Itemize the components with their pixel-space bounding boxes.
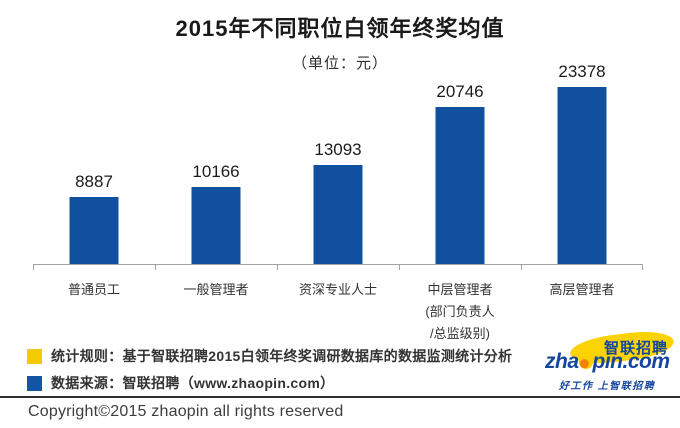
- bar: [313, 165, 363, 264]
- bar: [435, 107, 485, 264]
- legend-row: 统计规则：基于智联招聘2015白领年终奖调研数据库的数据监测统计分析: [27, 346, 512, 366]
- axis-tick: [155, 265, 156, 270]
- logo-dot-icon: [578, 355, 593, 369]
- x-axis-label: 一般管理者: [183, 282, 249, 297]
- x-axis-labels: 普通员工 一般管理者 资深专业人士 中层管理者 (部门负责人 /总监级别) 高层管理者: [33, 279, 643, 345]
- bar-cell: 13093: [277, 70, 399, 264]
- footer-divider: [0, 396, 680, 398]
- logo-brand-en-prefix: zha: [545, 350, 579, 373]
- x-axis-label: 中层管理者 (部门负责人 /总监级别): [425, 282, 495, 342]
- bar-value-label: 10166: [192, 162, 240, 181]
- x-axis-ticks: [33, 265, 643, 271]
- bar: [557, 87, 607, 264]
- bar-value-label: 20746: [436, 82, 484, 101]
- legend-label: 数据来源：智联招聘（www.zhaopin.com）: [51, 375, 335, 391]
- legend-swatch: [27, 375, 42, 391]
- bar: [69, 197, 119, 264]
- axis-tick: [33, 265, 34, 270]
- bar-chart: 8887 10166 13093 20746 23378 普通员工 一般管理者 资深专业人士…: [33, 62, 643, 345]
- zhaopin-logo: 智联招聘 zha pin.com 好工作 上智联招聘: [543, 327, 676, 393]
- x-axis-label: 普通员工: [67, 282, 120, 297]
- logo-brand-cn: 智联招聘: [603, 340, 668, 357]
- bar-cell: 10166: [155, 70, 277, 264]
- chart-unit-label: （单位：元）: [291, 55, 388, 72]
- plot-area: 8887 10166 13093 20746 23378: [33, 62, 643, 265]
- legend-swatch: [27, 348, 42, 364]
- chart-legend: 统计规则：基于智联招聘2015白领年终奖调研数据库的数据监测统计分析 数据来源：智…: [27, 346, 512, 400]
- axis-tick: [277, 265, 278, 270]
- logo-brand-en: zha pin.com: [545, 350, 670, 374]
- bar: [191, 187, 241, 264]
- bar-cell: 23378: [521, 62, 643, 264]
- x-axis-label: 资深专业人士: [298, 282, 377, 297]
- x-axis-label: 高层管理者: [549, 282, 615, 297]
- axis-tick: [399, 265, 400, 270]
- axis-tick: [521, 265, 522, 270]
- axis-tick: [642, 265, 643, 270]
- bar-value-label: 13093: [314, 140, 362, 159]
- legend-label: 统计规则：基于智联招聘2015白领年终奖调研数据库的数据监测统计分析: [51, 348, 513, 364]
- copyright-text: Copyright©2015 zhaopin all rights reserv…: [28, 403, 344, 420]
- bar-value-label: 8887: [75, 172, 113, 191]
- bar-cell: 8887: [33, 70, 155, 264]
- bar-cell: 20746: [399, 70, 521, 264]
- logo-tagline: 好工作 上智联招聘: [559, 381, 656, 392]
- bar-value-label: 23378: [558, 62, 606, 81]
- logo-brand-en-suffix: pin.com: [592, 350, 671, 373]
- chart-title: 2015年不同职位白领年终奖均值: [175, 16, 505, 41]
- legend-row: 数据来源：智联招聘（www.zhaopin.com）: [27, 373, 512, 393]
